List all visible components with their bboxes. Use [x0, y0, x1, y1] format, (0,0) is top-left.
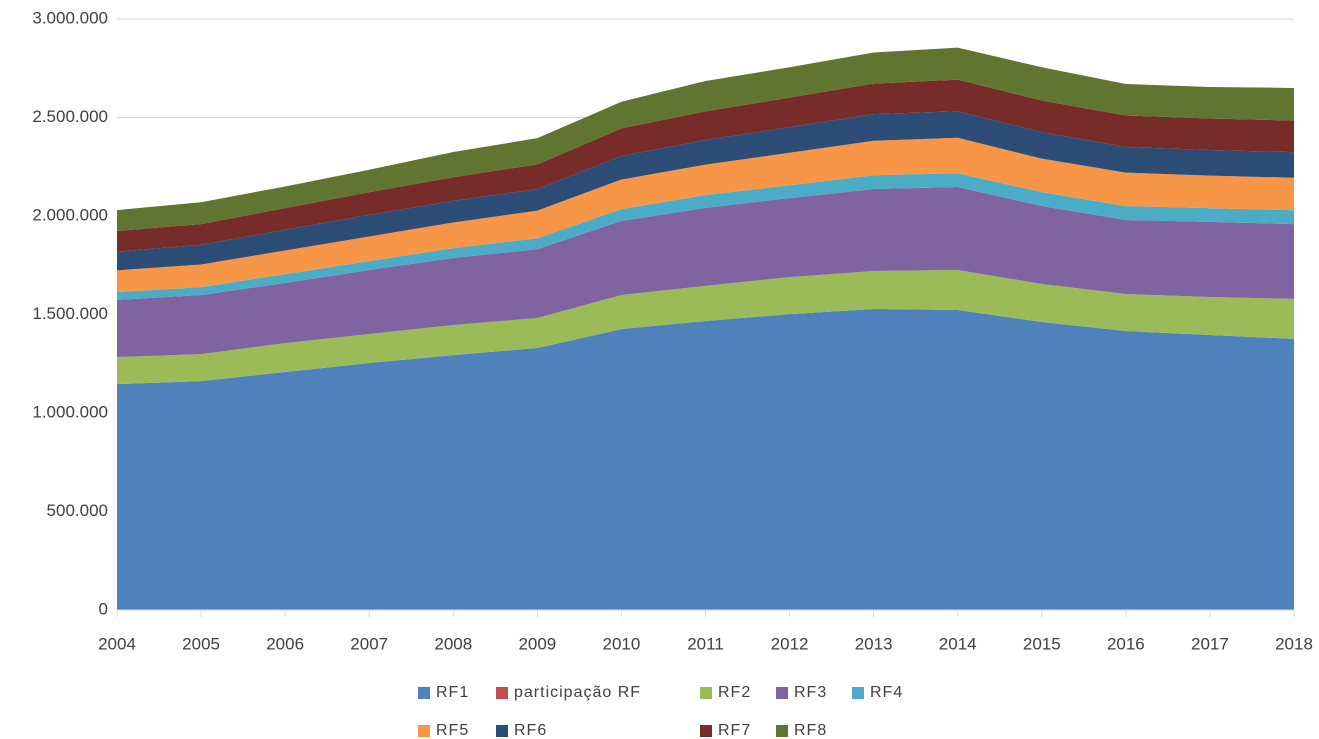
y-tick-label: 3.000.000	[32, 8, 108, 27]
y-tick-label: 500.000	[47, 501, 108, 520]
area	[117, 308, 1294, 610]
y-tick-label: 1.000.000	[32, 402, 108, 421]
x-tick-label: 2006	[266, 634, 304, 653]
x-tick-label: 2004	[98, 634, 136, 653]
legend-label: RF6	[514, 722, 547, 739]
legend-swatch	[418, 725, 430, 737]
legend-swatch	[700, 725, 712, 737]
area	[117, 173, 1294, 300]
area	[117, 79, 1294, 252]
legend-label: RF8	[794, 722, 827, 739]
legend: RF1 participação RF RF2 RF3 RF4 RF5 RF6 RF7 RF8	[418, 684, 903, 739]
area	[117, 269, 1294, 385]
x-tick-label: 2015	[1023, 634, 1061, 653]
x-tick-label: 2008	[434, 634, 472, 653]
x-tick-label: 2009	[518, 634, 556, 653]
x-tick-label: 2016	[1107, 634, 1145, 653]
x-tick-label: 2018	[1275, 634, 1313, 653]
area	[117, 187, 1294, 358]
y-tick-label: 0	[99, 599, 108, 618]
x-tick-label: 2013	[855, 634, 893, 653]
x-tick-label: 2007	[350, 634, 388, 653]
legend-label: participação RF	[514, 684, 641, 701]
legend-swatch	[496, 687, 508, 699]
y-tick-label: 2.000.000	[32, 205, 108, 224]
legend-label: RF7	[718, 722, 751, 739]
x-tick-label: 2012	[771, 634, 809, 653]
legend-label: RF2	[718, 684, 751, 701]
y-tick-label: 1.500.000	[32, 304, 108, 323]
legend-label: RF3	[794, 684, 827, 701]
legend-label: RF5	[436, 722, 469, 739]
legend-label: RF1	[436, 684, 469, 701]
legend-swatch	[418, 687, 430, 699]
area	[117, 47, 1294, 231]
x-tick-label: 2010	[603, 634, 641, 653]
legend-swatch	[776, 725, 788, 737]
legend-swatch	[700, 687, 712, 699]
x-tick-label: 2017	[1191, 634, 1229, 653]
x-tick-label: 2011	[687, 634, 724, 653]
y-tick-label: 2.500.000	[32, 107, 108, 126]
legend-swatch	[776, 687, 788, 699]
area	[117, 111, 1294, 271]
legend-label: RF4	[870, 684, 903, 701]
legend-swatch	[852, 687, 864, 699]
x-tick-label: 2014	[939, 634, 977, 653]
area	[117, 137, 1294, 293]
legend-swatch	[496, 725, 508, 737]
x-tick-label: 2005	[182, 634, 220, 653]
